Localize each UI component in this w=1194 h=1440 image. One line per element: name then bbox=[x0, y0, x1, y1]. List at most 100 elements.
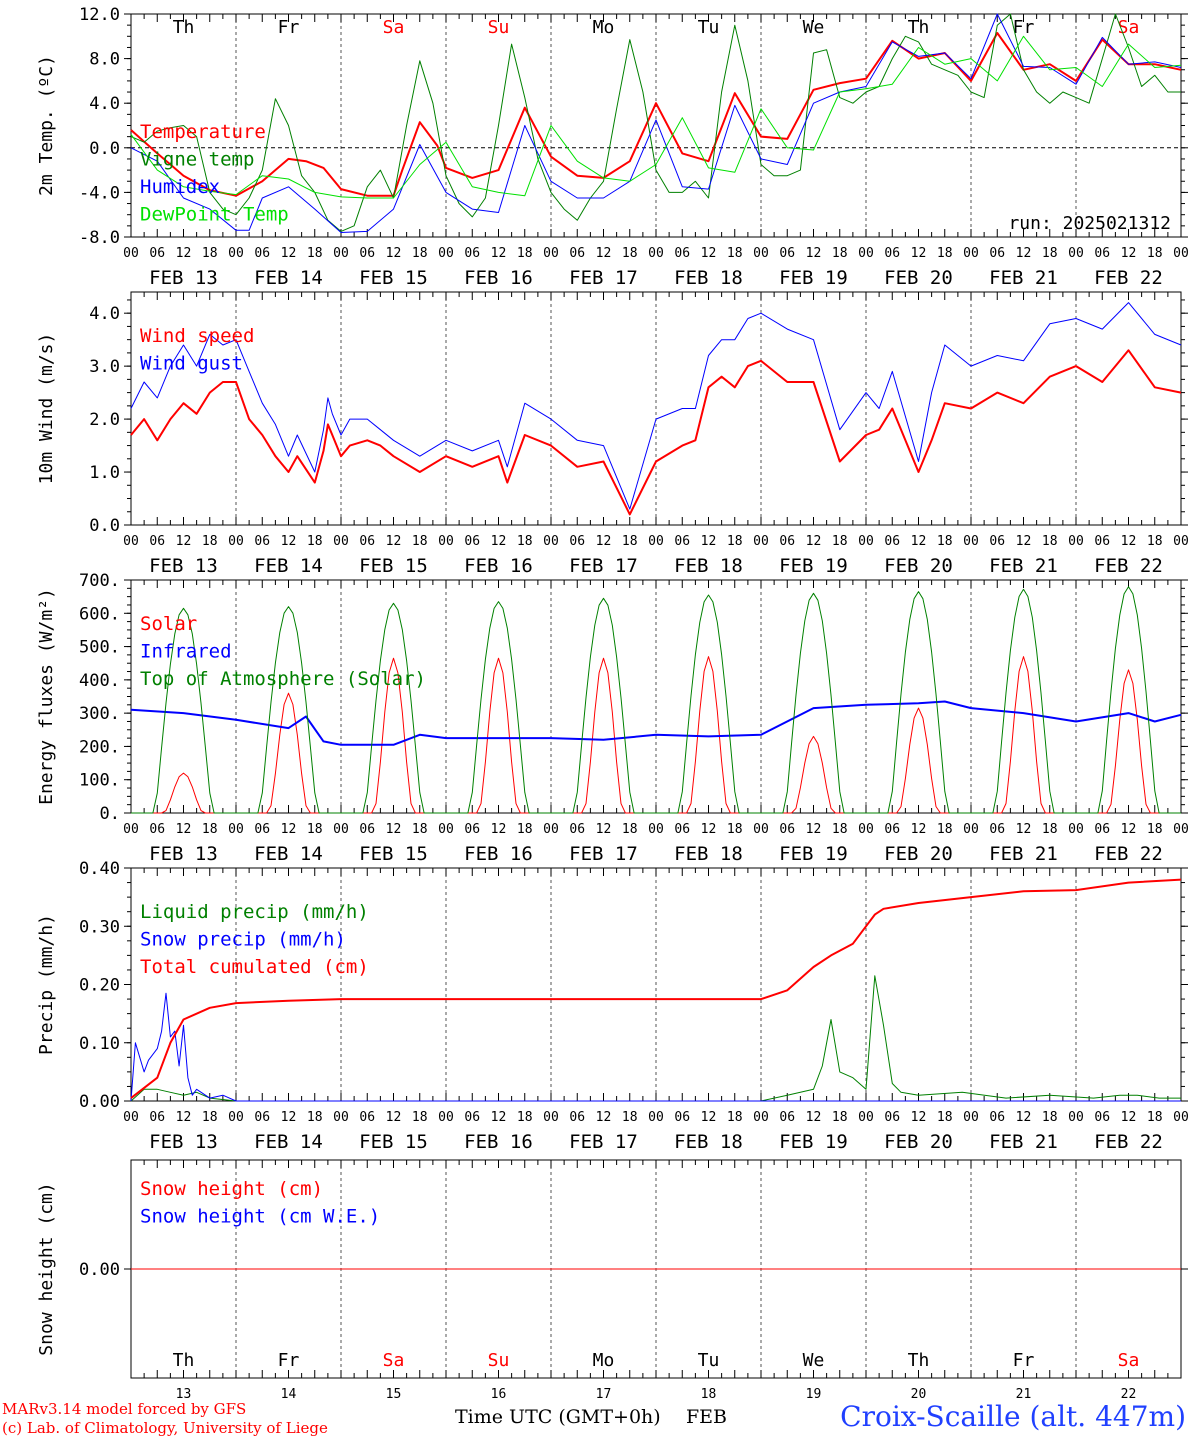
weekday-label: Fr bbox=[278, 1350, 300, 1371]
hour-tick-label: 00 bbox=[648, 246, 664, 261]
date-label: FEB 15 bbox=[359, 267, 428, 289]
hour-tick-label: 18 bbox=[622, 534, 638, 549]
hour-tick-label: 12 bbox=[281, 1110, 297, 1125]
weekday-label: Th bbox=[908, 17, 930, 38]
hour-tick-label: 06 bbox=[569, 822, 585, 837]
date-label: FEB 17 bbox=[569, 843, 638, 865]
hour-tick-label: 00 bbox=[858, 822, 874, 837]
date-label: FEB 20 bbox=[884, 555, 953, 577]
legend-entry: Snow height (cm) bbox=[140, 1178, 323, 1200]
hour-tick-label: 00 bbox=[543, 822, 559, 837]
weekday-label: Tu bbox=[698, 1350, 720, 1371]
hour-tick-label: 18 bbox=[727, 534, 743, 549]
hour-tick-label: 12 bbox=[176, 1110, 192, 1125]
weekday-label: Fr bbox=[1013, 1350, 1035, 1371]
date-label: FEB 22 bbox=[1094, 555, 1163, 577]
hour-tick-label: 06 bbox=[779, 534, 795, 549]
hour-tick-label: 18 bbox=[832, 822, 848, 837]
date-label: FEB 17 bbox=[569, 267, 638, 289]
hour-tick-label: 18 bbox=[517, 246, 533, 261]
date-label: FEB 18 bbox=[674, 843, 743, 865]
hour-tick-label: 06 bbox=[464, 822, 480, 837]
weekday-label: Fr bbox=[1013, 17, 1035, 38]
date-label: FEB 15 bbox=[359, 1131, 428, 1153]
date-label: FEB 13 bbox=[149, 1131, 218, 1153]
hour-tick-label: 00 bbox=[543, 246, 559, 261]
hour-tick-label: 00 bbox=[333, 822, 349, 837]
hour-tick-label: 18 bbox=[622, 246, 638, 261]
hour-tick-label: 00 bbox=[1068, 1110, 1084, 1125]
hour-tick-label: 18 bbox=[937, 1110, 953, 1125]
date-label: FEB 16 bbox=[464, 555, 533, 577]
hour-tick-label: 00 bbox=[858, 1110, 874, 1125]
hour-tick-label: 18 bbox=[202, 246, 218, 261]
hour-tick-label: 06 bbox=[254, 534, 270, 549]
series-line bbox=[130, 349, 1182, 516]
date-label: FEB 15 bbox=[359, 555, 428, 577]
hour-tick-label: 06 bbox=[569, 1110, 585, 1125]
hour-tick-label: 12 bbox=[1016, 534, 1032, 549]
legend-entry: Snow precip (mm/h) bbox=[140, 929, 346, 951]
hour-tick-label: 00 bbox=[228, 822, 244, 837]
hour-tick-label: 06 bbox=[779, 1110, 795, 1125]
hour-tick-label: 00 bbox=[753, 822, 769, 837]
y-tick-label: 12.0 bbox=[79, 5, 120, 25]
hour-tick-label: 06 bbox=[674, 1110, 690, 1125]
hour-tick-label: 12 bbox=[1016, 1110, 1032, 1125]
legend-entry: DewPoint Temp bbox=[140, 204, 289, 226]
date-label: FEB 21 bbox=[989, 555, 1058, 577]
date-label: FEB 18 bbox=[674, 555, 743, 577]
hour-tick-label: 12 bbox=[491, 246, 507, 261]
day-number-label: 18 bbox=[701, 1387, 717, 1402]
y-axis-label: 10m Wind (m/s) bbox=[36, 333, 57, 485]
series-line bbox=[130, 992, 1181, 1102]
y-tick-label: 1.0 bbox=[89, 463, 120, 483]
hour-tick-label: 00 bbox=[333, 1110, 349, 1125]
y-axis-label: 2m Temp. (ºC) bbox=[36, 55, 57, 196]
credit-line: (c) Lab. of Climatology, University of L… bbox=[2, 1419, 328, 1437]
hour-tick-label: 18 bbox=[412, 534, 428, 549]
y-tick-label: 0.20 bbox=[79, 976, 120, 996]
hour-tick-label: 00 bbox=[753, 534, 769, 549]
hour-tick-label: 18 bbox=[727, 1110, 743, 1125]
weekday-label: Th bbox=[173, 1350, 195, 1371]
date-label: FEB 13 bbox=[149, 843, 218, 865]
hour-tick-label: 18 bbox=[307, 246, 323, 261]
hour-tick-label: 18 bbox=[1147, 822, 1163, 837]
date-label: FEB 16 bbox=[464, 843, 533, 865]
legend-entry: Temperature bbox=[140, 121, 266, 143]
y-tick-label: 200. bbox=[79, 737, 120, 757]
hour-tick-label: 06 bbox=[674, 246, 690, 261]
hour-tick-label: 18 bbox=[517, 1110, 533, 1125]
hour-tick-label: 18 bbox=[1042, 822, 1058, 837]
y-tick-label: 0.00 bbox=[79, 1260, 120, 1280]
hour-tick-label: 06 bbox=[884, 246, 900, 261]
month-label: FEB bbox=[686, 1406, 728, 1428]
hour-tick-label: 06 bbox=[149, 1110, 165, 1125]
hour-tick-label: 00 bbox=[1068, 822, 1084, 837]
hour-tick-label: 18 bbox=[937, 534, 953, 549]
y-tick-label: -4.0 bbox=[79, 183, 120, 203]
hour-tick-label: 12 bbox=[806, 534, 822, 549]
day-number-label: 15 bbox=[386, 1387, 402, 1402]
time-axis-label: Time UTC (GMT+0h) bbox=[455, 1406, 661, 1428]
date-label: FEB 19 bbox=[779, 1131, 848, 1153]
hour-tick-label: 06 bbox=[464, 246, 480, 261]
hour-tick-label: 06 bbox=[884, 1110, 900, 1125]
hour-tick-label: 12 bbox=[1121, 534, 1137, 549]
panel-wind: 0.0 1.0 2.0 3.0 4.0 10m Wind (m/s) Wind speed W… bbox=[36, 291, 1189, 577]
hour-tick-label: 00 bbox=[963, 534, 979, 549]
hour-tick-label: 18 bbox=[937, 246, 953, 261]
weekday-label: Sa bbox=[383, 17, 405, 38]
y-tick-label: 0.0 bbox=[89, 516, 120, 536]
hour-tick-label: 00 bbox=[963, 246, 979, 261]
hour-tick-label: 06 bbox=[779, 246, 795, 261]
hour-tick-label: 06 bbox=[254, 1110, 270, 1125]
hour-tick-label: 12 bbox=[911, 246, 927, 261]
hour-tick-label: 00 bbox=[1173, 822, 1189, 837]
hour-tick-label: 18 bbox=[307, 1110, 323, 1125]
hour-tick-label: 00 bbox=[963, 822, 979, 837]
hour-tick-label: 18 bbox=[622, 822, 638, 837]
hour-tick-label: 12 bbox=[281, 534, 297, 549]
